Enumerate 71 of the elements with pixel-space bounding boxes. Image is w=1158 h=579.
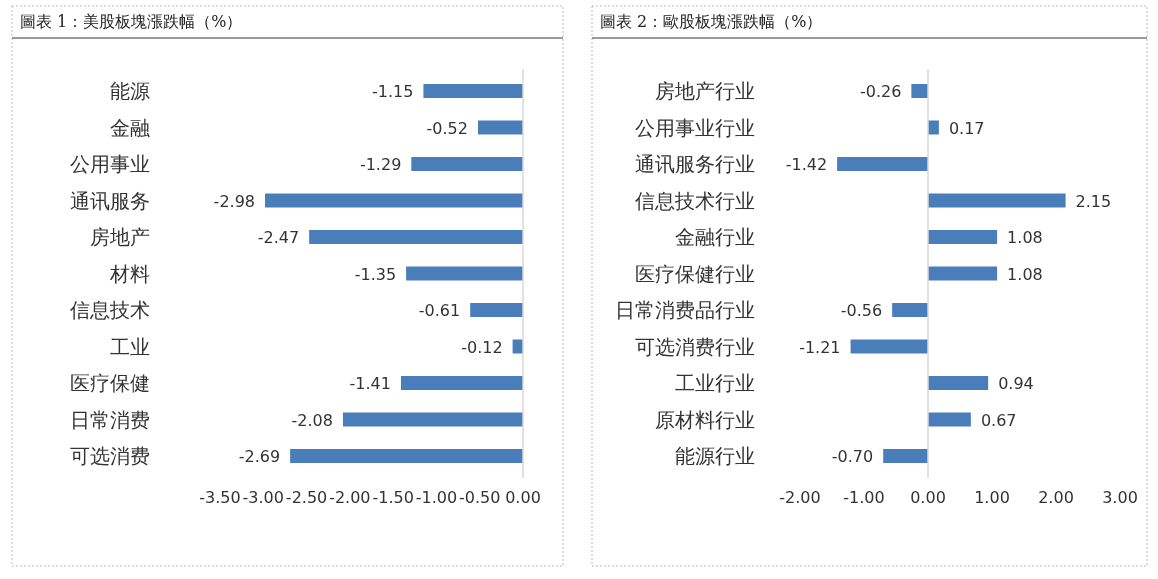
data-label: -1.42 <box>785 155 828 174</box>
data-label: 1.08 <box>1007 264 1043 284</box>
data-label: 0.67 <box>980 410 1017 430</box>
x-tick-label: -0.50 <box>459 488 501 507</box>
bar <box>892 303 928 317</box>
bar <box>911 84 928 98</box>
x-tick-label: 2.00 <box>1038 488 1074 507</box>
y-tick-label: 原材料行业 <box>655 407 755 432</box>
data-label: -1.35 <box>354 264 397 284</box>
data-label: -0.70 <box>831 447 874 466</box>
bar <box>928 120 939 135</box>
bar <box>850 339 928 354</box>
y-tick-label: 工业 <box>110 334 150 359</box>
data-label: -1.15 <box>372 82 414 101</box>
data-label: 0.94 <box>998 374 1034 393</box>
x-tick-label: 1.00 <box>974 488 1010 507</box>
bar <box>837 157 928 171</box>
y-tick-label: 可选消费 <box>70 444 150 468</box>
bar <box>928 193 1066 208</box>
x-tick-label: 3.00 <box>1102 488 1138 507</box>
data-label: -1.29 <box>359 155 402 174</box>
data-label: -0.12 <box>461 337 503 357</box>
y-tick-label: 可选消费行业 <box>635 334 755 359</box>
x-tick-label: -3.00 <box>242 488 284 507</box>
y-tick-label: 能源行业 <box>675 444 755 468</box>
x-tick-label: -1.00 <box>415 488 458 507</box>
chart-title: 圖表 2：歐股板塊漲跌幅（%） <box>600 12 823 31</box>
y-tick-label: 公用事业行业 <box>635 115 755 140</box>
x-tick-label: -2.00 <box>329 488 371 507</box>
bar <box>928 376 989 390</box>
data-label: -0.26 <box>859 82 902 101</box>
y-tick-label: 医疗保健 <box>70 371 150 395</box>
data-label: -1.21 <box>799 337 841 357</box>
x-tick-label: -2.50 <box>285 488 328 507</box>
x-tick-label: -2.00 <box>779 488 821 507</box>
data-label: -2.47 <box>257 228 300 247</box>
data-label: -2.08 <box>291 410 333 430</box>
y-tick-label: 日常消费品行业 <box>615 298 755 322</box>
bar <box>928 412 971 427</box>
data-label: -2.69 <box>238 447 281 466</box>
x-tick-label: -1.50 <box>372 488 414 507</box>
data-label: -0.61 <box>418 301 461 320</box>
data-label: 1.08 <box>1007 228 1043 247</box>
x-tick-label: 0.00 <box>505 488 541 507</box>
y-tick-label: 通讯服务 <box>70 188 150 213</box>
y-tick-label: 能源 <box>110 79 150 103</box>
y-tick-label: 金融行业 <box>675 225 755 249</box>
bar <box>928 230 998 244</box>
data-label: -0.52 <box>426 118 468 138</box>
x-tick-label: -1.00 <box>843 488 885 507</box>
y-tick-label: 公用事业 <box>70 152 150 176</box>
y-tick-label: 医疗保健行业 <box>635 261 755 286</box>
data-label: -0.56 <box>840 301 883 320</box>
data-label: -2.98 <box>213 191 256 211</box>
data-label: -1.41 <box>349 374 391 393</box>
y-tick-label: 金融 <box>110 115 150 140</box>
x-tick-label: 0.00 <box>910 488 946 507</box>
bar <box>928 266 998 281</box>
x-tick-label: -3.50 <box>199 488 241 507</box>
chart-title: 圖表 1：美股板塊漲跌幅（%） <box>20 12 243 31</box>
data-label: 2.15 <box>1075 191 1112 211</box>
bar <box>883 449 928 463</box>
y-tick-label: 日常消费 <box>70 407 150 432</box>
y-tick-label: 通讯服务行业 <box>635 152 755 176</box>
y-tick-label: 房地产 <box>90 225 150 249</box>
y-tick-label: 材料 <box>109 261 150 286</box>
data-label: 0.17 <box>948 118 985 138</box>
y-tick-label: 工业行业 <box>675 371 755 395</box>
y-tick-label: 房地产行业 <box>655 79 755 103</box>
y-tick-label: 信息技术 <box>70 298 150 322</box>
y-tick-label: 信息技术行业 <box>635 188 755 213</box>
